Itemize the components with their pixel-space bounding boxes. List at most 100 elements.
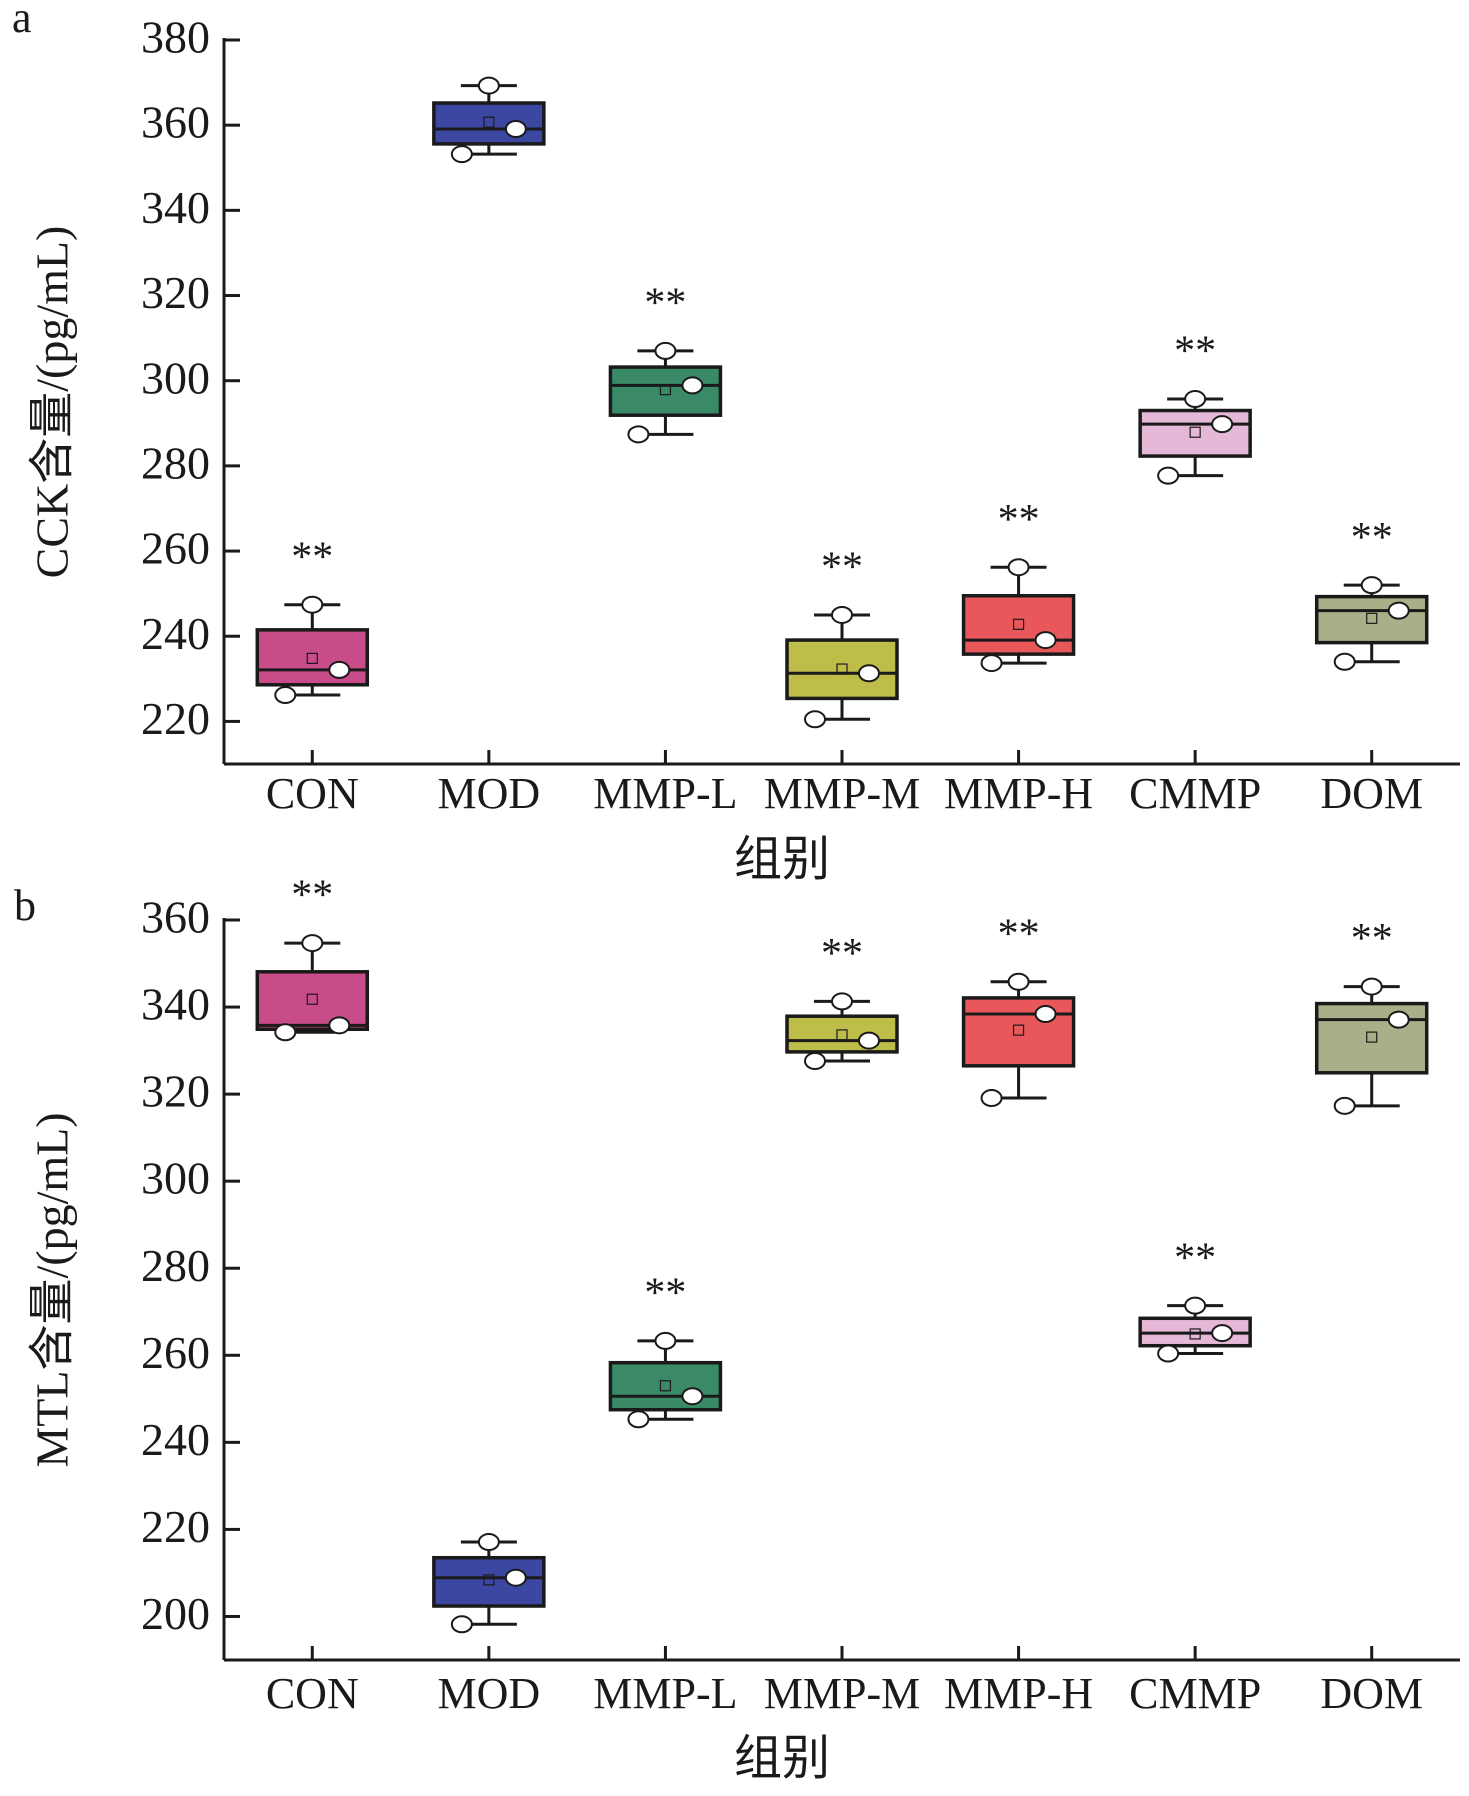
mean-marker: [306, 993, 318, 1005]
data-point: [1211, 415, 1234, 434]
data-point: [274, 686, 297, 705]
mean-marker: [836, 663, 848, 675]
x-tick-label: CMMP: [1129, 1669, 1261, 1718]
data-point: [681, 1387, 704, 1406]
data-point: [450, 1615, 473, 1634]
mean-marker: [659, 384, 672, 396]
data-point: [804, 710, 826, 729]
y-tick-label: 280: [141, 437, 210, 488]
y-tick-label: 240: [141, 1414, 210, 1465]
box: [255, 628, 370, 687]
box: [432, 101, 546, 146]
data-point: [504, 120, 527, 139]
y-tick-label: 260: [141, 523, 210, 574]
x-tick-label: CON: [266, 1669, 359, 1718]
data-point: [1360, 576, 1383, 595]
y-tick-label: 320: [141, 267, 210, 318]
chart-panel: a 220 240 260 280 300 320 340 360 380 CCK含量/(pg/mL…: [12, 0, 1460, 886]
x-tick-label: DOM: [1320, 1669, 1423, 1718]
data-point: [1007, 972, 1030, 991]
mean-marker: [836, 1029, 848, 1041]
significance-label: **: [291, 873, 333, 919]
data-point: [477, 1533, 500, 1552]
data-point: [328, 660, 351, 679]
data-point: [627, 425, 650, 444]
box: [1138, 408, 1252, 458]
y-tick-label: 300: [141, 1153, 210, 1204]
box: [1314, 1001, 1429, 1075]
x-tick-label: MOD: [438, 769, 541, 818]
box: [255, 970, 370, 1032]
x-tick-label: MMP-L: [593, 1669, 737, 1718]
y-tick-label: 300: [141, 352, 210, 403]
box: [608, 1360, 723, 1412]
data-point: [301, 934, 324, 953]
x-tick-label: MMP-H: [944, 769, 1093, 818]
data-point: [504, 1568, 527, 1587]
data-point: [980, 1089, 1003, 1108]
significance-label: **: [998, 497, 1040, 543]
mean-marker: [1012, 1024, 1025, 1036]
box: [785, 638, 899, 701]
box: [608, 365, 723, 417]
y-axis-title: MTL含量/(pg/mL): [27, 1112, 78, 1467]
box: [785, 1014, 899, 1054]
significance-label: **: [821, 545, 863, 591]
data-point: [1034, 1005, 1057, 1024]
significance-label: **: [821, 931, 863, 977]
chart-panel: b 200 220 240 260 280 300 320 340 360 MTL含量/(pg/mL…: [14, 873, 1460, 1785]
mean-marker: [306, 652, 318, 664]
mean-marker: [1012, 618, 1025, 630]
data-point: [858, 1031, 880, 1050]
data-point: [328, 1016, 351, 1035]
mean-marker: [483, 1574, 495, 1586]
y-tick-label: 220: [141, 693, 210, 744]
data-point: [1157, 1344, 1180, 1363]
significance-label: **: [998, 911, 1040, 957]
mean-marker: [1189, 426, 1201, 438]
y-tick-label: 220: [141, 1501, 210, 1552]
x-axis-title: 组别: [734, 833, 830, 886]
data-point: [477, 76, 500, 95]
box: [961, 996, 1076, 1068]
x-tick-label: CMMP: [1129, 769, 1261, 818]
data-point: [831, 605, 853, 624]
data-point: [301, 595, 324, 614]
mean-marker: [483, 116, 495, 128]
box: [961, 594, 1076, 656]
mean-marker: [1189, 1328, 1201, 1340]
y-tick-label: 200: [141, 1588, 210, 1639]
data-point: [1184, 390, 1207, 409]
significance-label: **: [644, 1271, 686, 1317]
box: [1314, 594, 1429, 645]
data-point: [1211, 1324, 1234, 1343]
significance-label: **: [1174, 1235, 1216, 1281]
panel-label: a: [12, 0, 32, 42]
mean-marker: [1366, 612, 1378, 624]
data-point: [1360, 977, 1383, 996]
y-axis-title: CCK含量/(pg/mL): [27, 226, 78, 579]
y-tick-label: 340: [141, 182, 210, 233]
data-point: [654, 341, 677, 360]
significance-label: **: [1351, 916, 1393, 962]
mean-marker: [659, 1380, 672, 1392]
y-tick-label: 360: [141, 97, 210, 148]
x-tick-label: MMP-H: [944, 1669, 1093, 1718]
box: [432, 1555, 546, 1608]
data-point: [450, 145, 473, 164]
panel-label: b: [14, 881, 36, 930]
data-point: [1333, 1096, 1356, 1115]
data-point: [1157, 466, 1180, 485]
x-axis-title: 组别: [734, 1732, 830, 1785]
y-tick-label: 340: [141, 979, 210, 1030]
x-tick-label: DOM: [1320, 769, 1423, 818]
data-point: [681, 376, 704, 395]
data-point: [1333, 652, 1356, 671]
significance-label: **: [644, 281, 686, 327]
data-point: [274, 1023, 297, 1042]
y-tick-label: 240: [141, 608, 210, 659]
y-tick-label: 260: [141, 1327, 210, 1378]
y-tick-label: 280: [141, 1240, 210, 1291]
data-point: [654, 1331, 677, 1350]
